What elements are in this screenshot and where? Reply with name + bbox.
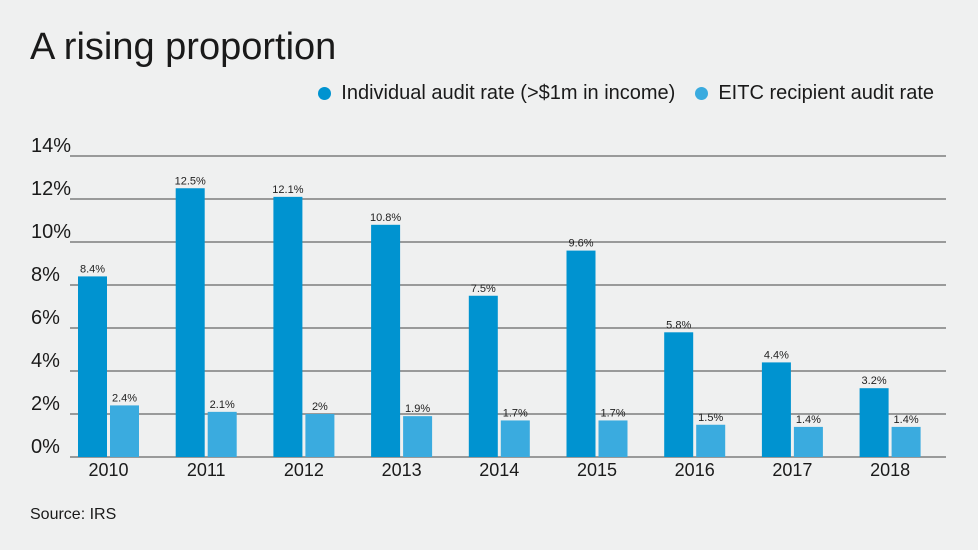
legend-label-eitc: EITC recipient audit rate (718, 82, 934, 104)
x-tick-label: 2016 (675, 460, 715, 480)
y-tick-label: 0% (31, 436, 60, 458)
bar-individual (78, 276, 107, 457)
data-label: 3.2% (862, 375, 887, 387)
x-tick-label: 2017 (772, 460, 812, 480)
bar-individual (468, 295, 498, 457)
bar-individual (859, 388, 889, 457)
data-label: 1.5% (698, 412, 723, 424)
data-label: 10.8% (370, 212, 401, 224)
y-tick-label: 14% (31, 135, 71, 157)
y-tick-label: 6% (31, 307, 60, 329)
y-tick-label: 10% (31, 221, 71, 243)
bar-individual (664, 332, 694, 457)
legend-item-individual: Individual audit rate (>$1m in income) (318, 82, 675, 105)
bar-eitc (305, 414, 335, 457)
data-label: 8.4% (80, 263, 105, 275)
y-tick-label: 4% (31, 350, 60, 372)
data-label: 1.9% (405, 403, 430, 415)
bar-eitc (891, 426, 921, 457)
legend: Individual audit rate (>$1m in income) E… (318, 82, 934, 105)
data-label: 1.4% (796, 414, 821, 426)
source-note: Source: IRS (30, 506, 117, 523)
data-label: 9.6% (568, 238, 593, 250)
bar-eitc (110, 405, 139, 457)
bar-individual (273, 196, 303, 457)
bar-individual (371, 224, 401, 457)
data-label: 5.8% (666, 319, 691, 331)
bar-eitc (207, 411, 237, 457)
data-label: 4.4% (764, 349, 789, 361)
data-label: 1.7% (503, 407, 528, 419)
x-tick-label: 2013 (382, 460, 422, 480)
bar-eitc (793, 426, 823, 457)
x-tick-label: 2012 (284, 460, 324, 480)
bar-eitc (500, 420, 530, 457)
data-label: 2.4% (112, 392, 137, 404)
bar-eitc (696, 424, 726, 457)
data-label: 12.5% (175, 175, 206, 187)
bar-individual (566, 250, 596, 457)
y-tick-label: 2% (31, 393, 60, 415)
bar-individual (761, 362, 791, 457)
data-label: 1.4% (894, 414, 919, 426)
chart-title: A rising proportion (30, 26, 337, 68)
data-label: 2% (312, 401, 328, 413)
data-label: 7.5% (471, 283, 496, 295)
bar-individual (175, 188, 205, 457)
legend-item-eitc: EITC recipient audit rate (695, 82, 934, 105)
legend-label-individual: Individual audit rate (>$1m in income) (341, 82, 676, 104)
bar-eitc (403, 416, 433, 457)
y-tick-label: 12% (31, 178, 71, 200)
y-tick-label: 8% (31, 264, 60, 286)
legend-swatch-individual (318, 87, 332, 100)
x-tick-label: 2018 (870, 460, 910, 480)
x-tick-label: 2011 (187, 460, 226, 480)
x-tick-label: 2010 (88, 460, 128, 480)
legend-swatch-eitc (695, 87, 709, 100)
x-tick-label: 2014 (479, 460, 519, 480)
data-label: 12.1% (272, 184, 303, 196)
data-label: 1.7% (600, 407, 625, 419)
x-tick-label: 2015 (577, 460, 617, 480)
data-label: 2.1% (210, 399, 235, 411)
bar-eitc (598, 420, 628, 457)
